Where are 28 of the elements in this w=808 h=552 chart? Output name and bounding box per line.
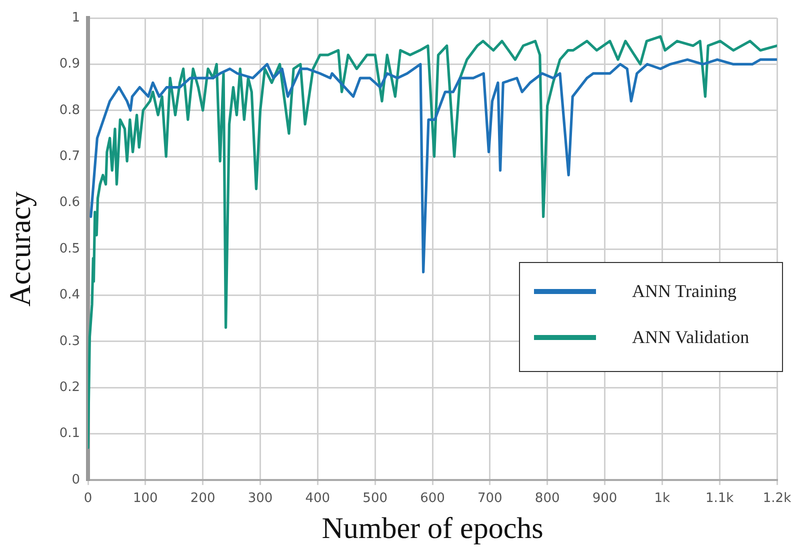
x-tick-label: 700 [478,491,502,506]
x-tick-label: 1.1k [705,491,734,506]
y-tick-label: 0.1 [59,426,80,442]
y-tick-label: 0.3 [59,334,80,349]
y-axis-title: Accuracy [4,192,37,306]
x-tick-label: 1.2k [762,491,792,506]
y-tick-label: 0.7 [59,148,80,164]
y-tick-label: 0.8 [59,102,80,118]
x-tick-label: 200 [190,491,216,506]
y-tick-label: 0.6 [59,195,80,210]
x-tick-label: 600 [420,491,445,506]
x-axis-title: Number of epochs [322,512,544,545]
x-tick-label: 100 [133,491,158,506]
x-tick-label: 300 [248,491,273,506]
x-tick-label: 0 [84,491,92,506]
y-tick-label: 0.4 [59,288,80,303]
y-tick-label: 0.5 [59,241,80,256]
y-tick-label: 0.9 [59,56,80,72]
y-tick-label: 1 [72,10,80,26]
y-tick-label: 0.2 [59,380,80,395]
x-tick-label: 400 [305,491,330,506]
x-tick-label: 1k [654,491,671,506]
legend-label: ANN Validation [632,327,750,348]
x-tick-label: 800 [534,491,560,506]
y-tick-label: 0 [72,472,80,488]
legend-label: ANN Training [632,281,737,302]
x-tick-label: 500 [362,491,388,506]
x-tick-label: 900 [592,491,618,506]
